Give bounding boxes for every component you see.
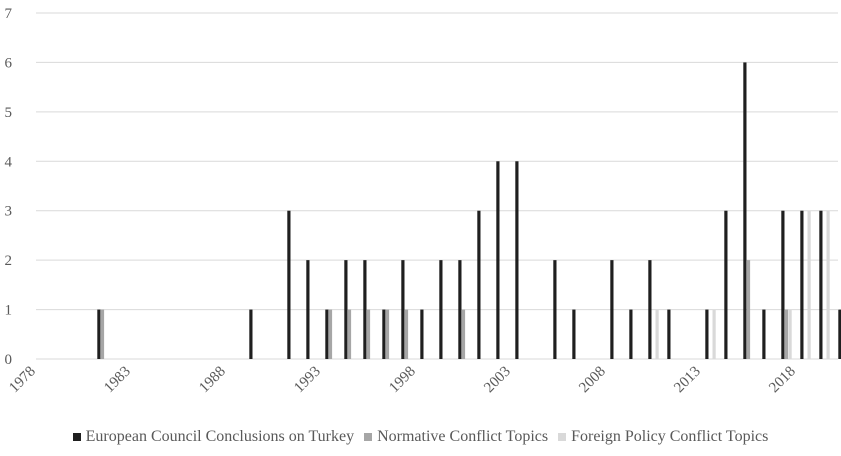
- y-tick-label: 3: [5, 204, 13, 220]
- bar-series-2: [328, 309, 333, 359]
- bar-series-3: [807, 210, 811, 359]
- x-tick-label: 2018: [766, 364, 799, 397]
- bar-series-1: [458, 260, 462, 359]
- bar-series-1: [515, 161, 519, 359]
- bar-series-1: [819, 210, 823, 359]
- legend-swatch: [72, 433, 81, 441]
- bar-series-1: [610, 260, 614, 359]
- y-tick-label: 5: [5, 105, 13, 121]
- bar-series-1: [838, 309, 841, 359]
- legend-item: European Council Conclusions on Turkey: [72, 428, 355, 446]
- bar-series-1: [781, 210, 785, 359]
- legend-item: Foreign Policy Conflict Topics: [558, 428, 768, 446]
- bar-series-1: [572, 309, 576, 359]
- bar-series-1: [363, 260, 367, 359]
- bar-series-2: [461, 309, 466, 359]
- bar-series-1: [705, 309, 709, 359]
- bars: [97, 62, 841, 360]
- y-tick-label: 0: [5, 352, 13, 368]
- bar-series-1: [743, 62, 747, 360]
- bar-series-1: [287, 210, 291, 359]
- bar-series-2: [784, 309, 789, 359]
- bar-series-1: [306, 260, 310, 359]
- x-tick-label: 2008: [576, 364, 609, 397]
- bar-series-1: [648, 260, 652, 359]
- bar-series-1: [477, 210, 481, 359]
- y-tick-label: 7: [5, 6, 13, 22]
- bar-series-1: [344, 260, 348, 359]
- bar-series-1: [439, 260, 443, 359]
- y-tick-label: 2: [5, 253, 13, 269]
- bar-series-2: [385, 309, 390, 359]
- legend-label: Foreign Policy Conflict Topics: [571, 428, 769, 445]
- x-tick-label: 1993: [291, 364, 324, 397]
- y-tick-label: 6: [5, 55, 13, 71]
- x-tick-label: 2013: [671, 364, 704, 397]
- legend-label: Normative Conflict Topics: [377, 428, 549, 445]
- gridlines: [36, 12, 838, 360]
- legend-label: European Council Conclusions on Turkey: [85, 428, 355, 445]
- bar-series-1: [629, 309, 633, 359]
- legend-item: Normative Conflict Topics: [364, 428, 548, 446]
- x-tick-label: 1988: [196, 364, 229, 397]
- x-axis: 1978 1983 1988 1993 1998 2003 2008 2013 2018: [6, 364, 799, 397]
- bar-series-1: [420, 309, 424, 359]
- bar-series-2: [366, 309, 371, 359]
- x-tick-label: 1998: [386, 364, 419, 397]
- bar-series-2: [404, 309, 409, 359]
- y-tick-label: 1: [5, 303, 13, 319]
- x-tick-label: 1983: [101, 364, 134, 397]
- bar-series-1: [496, 161, 500, 359]
- x-tick-label: 2003: [481, 364, 514, 397]
- bar-series-1: [249, 309, 253, 359]
- y-tick-label: 4: [5, 154, 13, 170]
- bar-series-1: [325, 309, 329, 359]
- bar-series-2: [100, 309, 105, 359]
- x-tick-label: 1978: [6, 364, 39, 397]
- legend: European Council Conclusions on Turkey No…: [0, 428, 841, 446]
- bar-series-1: [401, 260, 405, 359]
- bar-series-1: [724, 210, 728, 359]
- bar-series-1: [667, 309, 671, 359]
- bar-series-3: [826, 210, 830, 359]
- bar-series-1: [97, 309, 101, 359]
- bar-series-1: [800, 210, 804, 359]
- bar-series-1: [382, 309, 386, 359]
- bar-series-2: [347, 309, 352, 359]
- bar-series-3: [655, 309, 659, 359]
- bar-series-3: [712, 309, 716, 359]
- legend-swatch: [364, 433, 373, 441]
- legend-swatch: [558, 433, 567, 441]
- bar-series-1: [553, 260, 557, 359]
- bar-series-3: [788, 309, 792, 359]
- bar-series-1: [762, 309, 766, 359]
- y-axis: 0 1 2 3 4 5 6 7: [5, 6, 13, 368]
- bar-series-2: [746, 260, 751, 359]
